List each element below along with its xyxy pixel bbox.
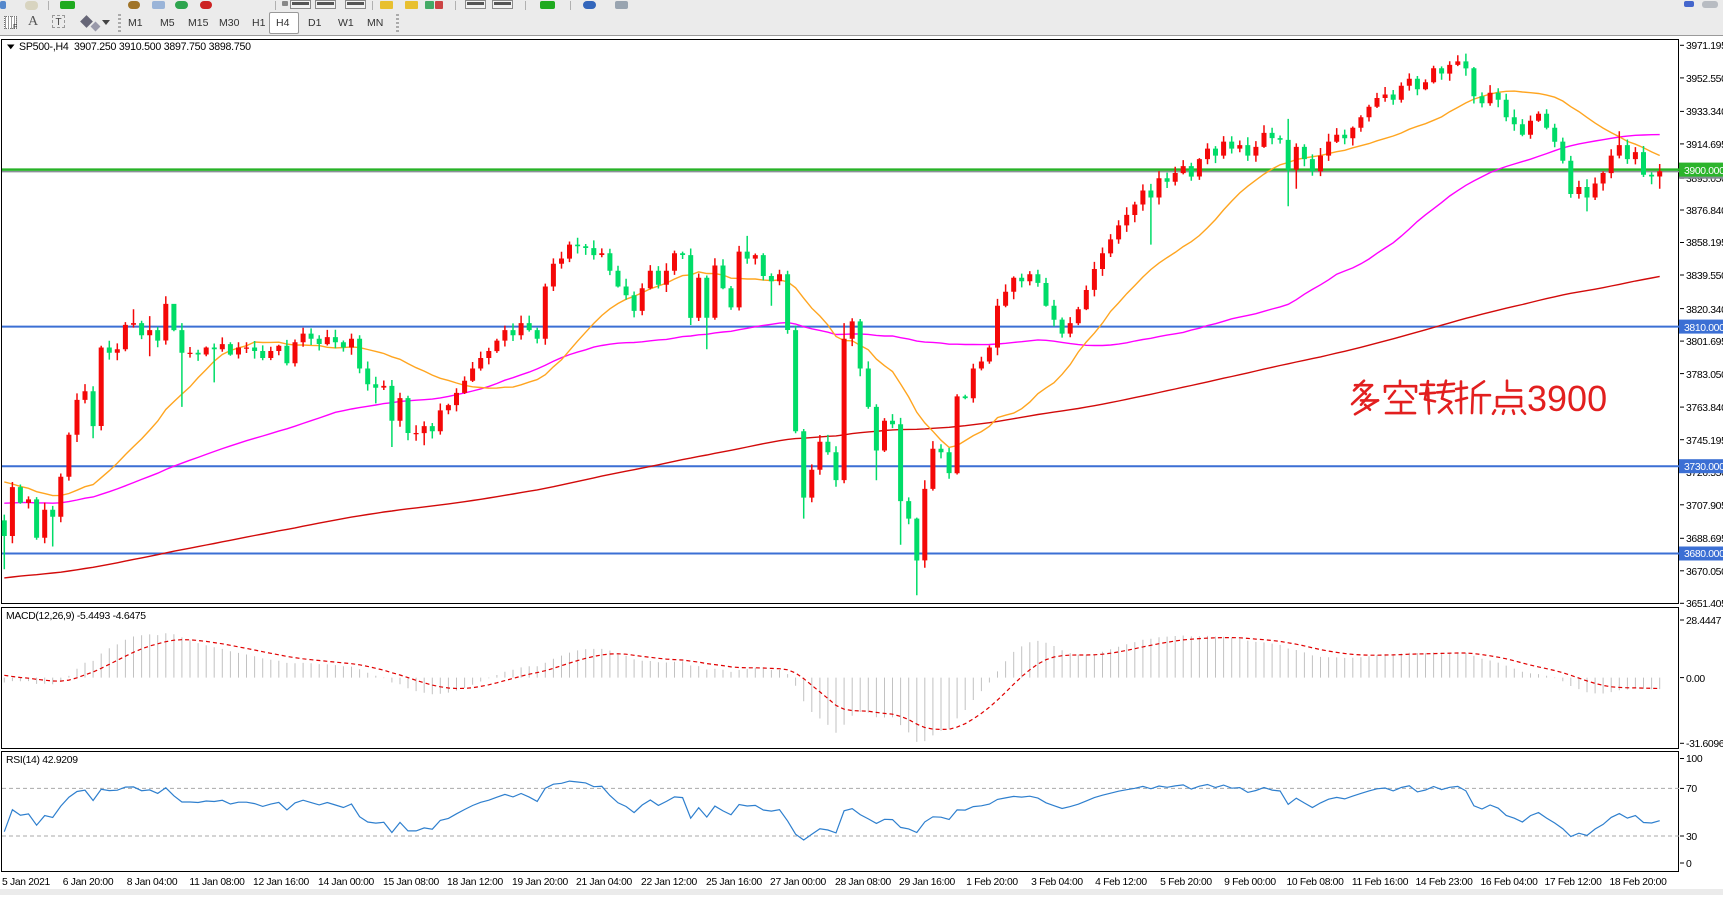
svg-text:3876.840: 3876.840	[1686, 206, 1723, 217]
svg-text:3 Feb 04:00: 3 Feb 04:00	[1031, 877, 1083, 888]
svg-text:3952.550: 3952.550	[1686, 74, 1723, 85]
svg-text:16 Feb 04:00: 16 Feb 04:00	[1480, 877, 1538, 888]
svg-text:17 Feb 12:00: 17 Feb 12:00	[1544, 877, 1602, 888]
svg-text:21 Jan 04:00: 21 Jan 04:00	[576, 877, 633, 888]
svg-text:3914.695: 3914.695	[1686, 140, 1723, 151]
svg-text:3900: 3900	[1527, 378, 1607, 419]
svg-text:3820.340: 3820.340	[1686, 305, 1723, 316]
svg-text:3651.405: 3651.405	[1686, 599, 1723, 610]
svg-text:3858.195: 3858.195	[1686, 238, 1723, 249]
svg-text:SP500-,H4 3907.250 3910.500 3: SP500-,H4 3907.250 3910.500 3897.750 389…	[19, 41, 251, 53]
svg-text:3895.050: 3895.050	[1686, 174, 1723, 185]
svg-text:3763.840: 3763.840	[1686, 403, 1723, 414]
svg-text:3783.050: 3783.050	[1686, 370, 1723, 381]
svg-text:4 Feb 12:00: 4 Feb 12:00	[1095, 877, 1147, 888]
svg-text:1 Feb 20:00: 1 Feb 20:00	[966, 877, 1018, 888]
svg-text:30: 30	[1686, 832, 1697, 843]
svg-text:-31.6096: -31.6096	[1686, 739, 1723, 750]
svg-text:28 Jan 08:00: 28 Jan 08:00	[835, 877, 892, 888]
svg-text:14 Feb 23:00: 14 Feb 23:00	[1415, 877, 1473, 888]
svg-text:25 Jan 16:00: 25 Jan 16:00	[706, 877, 763, 888]
svg-text:100: 100	[1686, 754, 1703, 765]
svg-text:0.00: 0.00	[1686, 674, 1705, 685]
svg-text:8 Jan 04:00: 8 Jan 04:00	[127, 877, 178, 888]
svg-text:5 Jan 2021: 5 Jan 2021	[2, 877, 51, 888]
svg-text:RSI(14) 42.9209: RSI(14) 42.9209	[6, 755, 78, 766]
svg-text:3670.050: 3670.050	[1686, 567, 1723, 578]
svg-text:3839.550: 3839.550	[1686, 271, 1723, 282]
svg-text:28.4447: 28.4447	[1686, 616, 1722, 627]
svg-text:3745.195: 3745.195	[1686, 436, 1723, 447]
svg-text:15 Jan 08:00: 15 Jan 08:00	[383, 877, 440, 888]
svg-text:9 Feb 00:00: 9 Feb 00:00	[1224, 877, 1276, 888]
svg-text:5 Feb 20:00: 5 Feb 20:00	[1160, 877, 1212, 888]
svg-text:27 Jan 00:00: 27 Jan 00:00	[770, 877, 827, 888]
svg-text:12 Jan 16:00: 12 Jan 16:00	[253, 877, 310, 888]
svg-text:3810.000: 3810.000	[1684, 323, 1723, 334]
svg-text:0: 0	[1686, 859, 1692, 870]
svg-text:3688.695: 3688.695	[1686, 534, 1723, 545]
svg-text:11 Jan 08:00: 11 Jan 08:00	[189, 877, 245, 888]
svg-text:18 Feb 20:00: 18 Feb 20:00	[1609, 877, 1667, 888]
svg-text:3971.195: 3971.195	[1686, 41, 1723, 52]
svg-text:3730.000: 3730.000	[1684, 462, 1723, 473]
svg-text:11 Feb 16:00: 11 Feb 16:00	[1352, 877, 1409, 888]
svg-text:22 Jan 12:00: 22 Jan 12:00	[641, 877, 698, 888]
svg-text:18 Jan 12:00: 18 Jan 12:00	[447, 877, 504, 888]
svg-text:70: 70	[1686, 784, 1697, 795]
svg-text:6 Jan 20:00: 6 Jan 20:00	[63, 877, 114, 888]
svg-text:10 Feb 08:00: 10 Feb 08:00	[1286, 877, 1344, 888]
svg-text:3900.000: 3900.000	[1684, 166, 1723, 177]
svg-text:3726.550: 3726.550	[1686, 468, 1723, 479]
svg-text:14 Jan 00:00: 14 Jan 00:00	[318, 877, 375, 888]
svg-text:3933.340: 3933.340	[1686, 107, 1723, 118]
svg-text:29 Jan 16:00: 29 Jan 16:00	[899, 877, 956, 888]
svg-text:3680.000: 3680.000	[1684, 549, 1723, 560]
svg-text:19 Jan 20:00: 19 Jan 20:00	[512, 877, 569, 888]
svg-text:MACD(12,26,9) -5.4493 -4.6475: MACD(12,26,9) -5.4493 -4.6475	[6, 611, 146, 622]
svg-text:3801.695: 3801.695	[1686, 337, 1723, 348]
svg-text:3707.905: 3707.905	[1686, 501, 1723, 512]
